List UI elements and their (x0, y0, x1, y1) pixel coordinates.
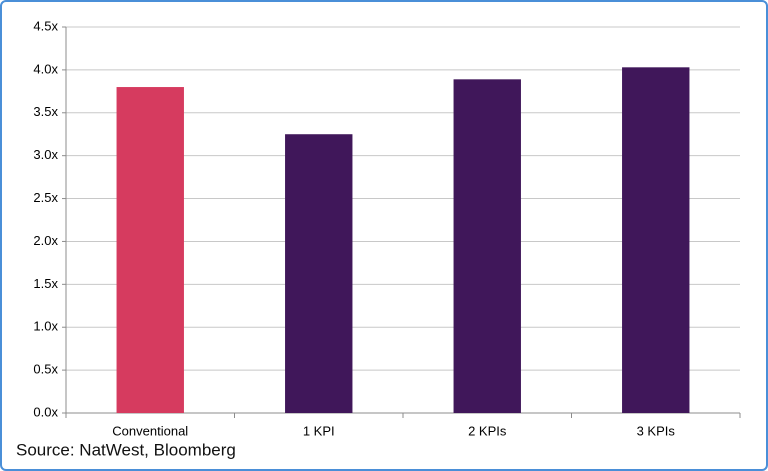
bar (116, 87, 184, 414)
y-tick-label: 4.5x (33, 18, 58, 33)
bar (285, 134, 353, 413)
x-tick-label: 1 KPI (303, 423, 335, 438)
y-tick-label: 0.5x (33, 362, 58, 377)
y-tick-label: 2.5x (33, 190, 58, 205)
y-tick-label: 1.5x (33, 276, 58, 291)
bar (453, 79, 521, 413)
x-tick-label: Conventional (112, 423, 188, 438)
y-tick-label: 4.0x (33, 61, 58, 76)
x-tick-label: 2 KPIs (468, 423, 507, 438)
source-note: Source: NatWest, Bloomberg (16, 440, 236, 459)
y-tick-label: 1.0x (33, 319, 58, 334)
y-tick-label: 0.0x (33, 404, 58, 419)
bar (622, 67, 690, 413)
x-tick-label: 3 KPIs (637, 423, 676, 438)
y-tick-label: 3.5x (33, 104, 58, 119)
y-tick-label: 3.0x (33, 147, 58, 162)
y-tick-label: 2.0x (33, 233, 58, 248)
